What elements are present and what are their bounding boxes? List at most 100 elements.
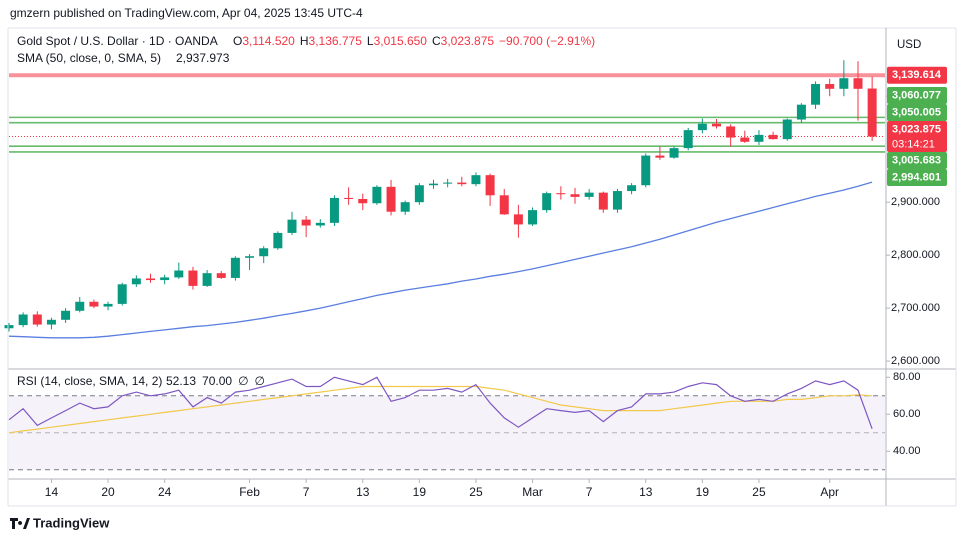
candle-body xyxy=(18,314,28,326)
candle-body xyxy=(867,88,877,137)
x-tick-label: Mar xyxy=(522,485,543,499)
candle-body xyxy=(811,84,821,105)
level-label: 2,994.801 xyxy=(892,171,941,183)
symbol-title: Gold Spot / U.S. Dollar · 1D · OANDA xyxy=(17,34,218,48)
x-tick-label: 14 xyxy=(45,485,59,499)
candle-body xyxy=(782,119,792,140)
candle-body xyxy=(358,199,368,204)
x-tick-label: 25 xyxy=(469,485,483,499)
candle-body xyxy=(443,182,453,184)
candle-body xyxy=(683,130,693,149)
brand-logo: TradingView xyxy=(10,515,110,530)
candle-body xyxy=(259,248,269,257)
ohlc-key: H xyxy=(300,34,309,48)
marks xyxy=(4,60,877,434)
price-pill: 3,060.077 xyxy=(887,87,947,105)
candle-body xyxy=(570,194,580,197)
last-price-label: 3,023.875 xyxy=(892,123,941,135)
panes xyxy=(9,73,885,471)
candle-body xyxy=(344,197,354,199)
candle-body xyxy=(273,232,283,249)
change: −90.700 (−2.91%) xyxy=(499,34,595,48)
level-label: 3,139.614 xyxy=(892,69,942,81)
candle-body xyxy=(528,210,538,225)
rsi-legend-value: 70.00 xyxy=(202,374,232,388)
candle-body xyxy=(414,185,424,203)
candle-body xyxy=(768,134,778,140)
candle-body xyxy=(556,193,566,195)
candle-body xyxy=(542,193,552,211)
axes: 2,600.0002,700.0002,800.0002,900.0003,10… xyxy=(45,66,947,499)
x-tick-label: Apr xyxy=(820,485,839,499)
rsi-na-label: ∅ xyxy=(238,374,248,388)
level-label: 3,005.683 xyxy=(892,154,941,166)
candle-body xyxy=(61,310,71,320)
x-tick-label: 13 xyxy=(639,485,653,499)
countdown-label: 03:14:21 xyxy=(892,138,935,150)
x-tick-label: 13 xyxy=(356,485,370,499)
rsi-legend-value: 52.13 xyxy=(166,374,196,388)
candle-body xyxy=(103,303,113,307)
ohlc-key: O xyxy=(233,34,242,48)
price-pill-bg xyxy=(887,121,947,153)
price-pill-bg xyxy=(887,169,947,187)
candle-body xyxy=(216,273,226,278)
candle-body xyxy=(429,183,438,186)
candle-body xyxy=(146,278,155,281)
rsi-line xyxy=(8,376,873,430)
price-pill: 3,050.005 xyxy=(887,104,947,122)
candle-body xyxy=(853,78,863,89)
sma-line xyxy=(8,181,873,339)
candle-body xyxy=(329,197,339,223)
x-tick-label: 7 xyxy=(586,485,593,499)
y-tick-label: 60.00 xyxy=(893,408,921,420)
ohlc-value: 3,023.875 xyxy=(441,34,495,48)
candle-body xyxy=(598,192,608,210)
x-tick-label: Feb xyxy=(239,485,260,499)
x-tick-label: 7 xyxy=(303,485,310,499)
y-tick-label: 2,600.000 xyxy=(891,355,940,367)
candle-body xyxy=(32,314,42,325)
candle-body xyxy=(174,270,184,278)
price-pill-bg xyxy=(887,66,947,84)
publisher-line: gmzern published on TradingView.com, Apr… xyxy=(10,6,363,20)
candle-body xyxy=(245,256,255,258)
rsi-legend-name: RSI (14, close, SMA, 14, 2) xyxy=(17,374,162,388)
candle-body xyxy=(131,278,141,285)
candle-body xyxy=(641,155,651,186)
candle-body xyxy=(584,192,594,197)
x-tick-label: 24 xyxy=(158,485,172,499)
y-tick-label: 2,900.000 xyxy=(891,196,940,208)
candle-body xyxy=(230,257,240,278)
candle-body xyxy=(400,202,410,212)
candle-body xyxy=(825,84,835,89)
x-tick-label: 19 xyxy=(696,485,710,499)
rsi-na-label: ∅ xyxy=(255,374,265,388)
y-tick-label: 40.00 xyxy=(893,445,921,457)
candle-body xyxy=(287,219,297,233)
candle-body xyxy=(188,270,198,286)
candle-body xyxy=(457,182,467,185)
candle-body xyxy=(315,222,325,226)
sma-legend-value: 2,937.973 xyxy=(176,51,230,65)
price-pill-bg xyxy=(887,104,947,122)
candle-body xyxy=(796,104,806,120)
sma-legend-name: SMA (50, close, 0, SMA, 5) xyxy=(17,51,161,65)
price-pill: 3,023.875 03:14:21 xyxy=(887,121,947,153)
y-tick-label: 2,700.000 xyxy=(891,302,940,314)
level-label: 3,050.005 xyxy=(892,106,941,118)
candle-body xyxy=(117,284,127,304)
candle-body xyxy=(499,195,509,215)
candle-body xyxy=(740,137,750,142)
brand-name: TradingView xyxy=(33,515,110,530)
ohlc-value: 3,015.650 xyxy=(374,34,428,48)
candle-body xyxy=(485,175,495,196)
ohlc-key: C xyxy=(432,34,441,48)
candle-body xyxy=(372,186,382,204)
candle-body xyxy=(839,78,849,89)
ohlc-value: 3,114.520 xyxy=(242,34,295,48)
candle-body xyxy=(655,155,665,158)
candle-body xyxy=(46,319,56,325)
